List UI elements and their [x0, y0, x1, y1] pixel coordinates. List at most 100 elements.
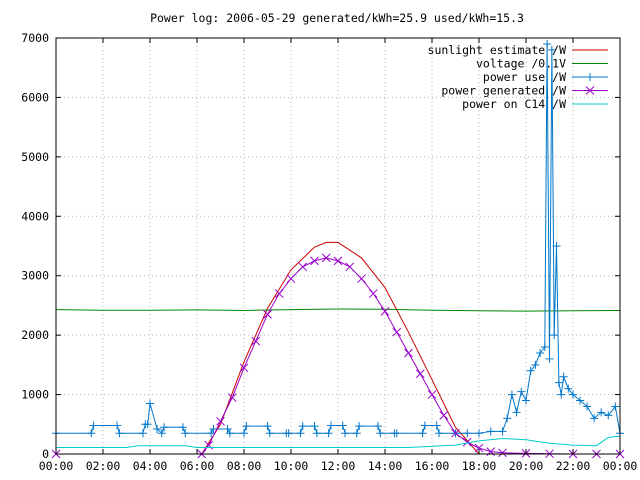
series-4 [56, 435, 621, 448]
data-point [265, 429, 274, 438]
data-point [564, 384, 573, 393]
data-point [604, 411, 613, 420]
data-point [251, 336, 261, 346]
series-line [201, 241, 480, 455]
data-point [512, 408, 521, 417]
data-point [543, 39, 552, 48]
plot-frame [55, 37, 621, 455]
data-point [557, 390, 566, 399]
data-point [415, 369, 425, 379]
x-tick-label: 14:00 [368, 459, 403, 473]
data-point [115, 429, 124, 438]
data-point [418, 429, 427, 438]
data-point [321, 253, 331, 263]
data-point [545, 354, 554, 363]
data-point [345, 262, 355, 272]
data-point [157, 429, 166, 438]
data-point [522, 396, 530, 405]
data-point [181, 429, 190, 438]
y-tick-label: 7000 [21, 31, 49, 45]
data-point [432, 421, 441, 430]
data-point [552, 242, 561, 250]
data-point [216, 416, 225, 426]
y-tick-label: 0 [42, 447, 49, 461]
data-point [368, 289, 378, 298]
data-point [486, 427, 495, 436]
legend-label: sunlight estimate /W [428, 43, 567, 57]
data-point [554, 378, 563, 387]
data-point [355, 422, 364, 431]
data-point [341, 429, 350, 438]
data-point [209, 425, 218, 434]
data-point [404, 348, 413, 358]
data-point [223, 425, 232, 434]
legend-marker [586, 73, 594, 81]
data-point [451, 428, 460, 438]
data-point [242, 422, 251, 431]
data-point [550, 331, 559, 340]
data-point [583, 402, 592, 411]
data-point [576, 396, 585, 405]
data-point [435, 429, 444, 438]
series-layer [51, 39, 625, 459]
y-tick-label: 2000 [21, 328, 49, 342]
data-point [463, 429, 472, 438]
legend-marker [585, 86, 595, 95]
legend-label: power on C14 /W [462, 97, 566, 111]
data-point [357, 274, 366, 284]
data-point [498, 427, 507, 436]
data-point [274, 289, 284, 298]
data-point [146, 399, 154, 408]
data-point [310, 256, 319, 266]
data-point [338, 421, 347, 430]
data-point [143, 420, 152, 429]
data-point [113, 421, 122, 430]
axis-ticks: 0 1000 2000 3000 4000 5000 6000 7000 00:00 02:00 0… [21, 31, 637, 473]
data-point [420, 421, 429, 430]
grid [56, 38, 620, 454]
x-tick-label: 10:00 [274, 459, 309, 473]
data-point [153, 425, 162, 434]
data-point [517, 387, 526, 396]
data-point [507, 390, 516, 399]
series-line [55, 308, 621, 312]
data-point [312, 429, 321, 438]
data-point [207, 429, 216, 438]
y-tick-label: 1000 [21, 388, 49, 402]
x-tick-label: 00:00 [603, 459, 638, 473]
x-tick-label: 02:00 [86, 459, 121, 473]
data-point [503, 414, 512, 423]
data-point [286, 274, 296, 284]
data-point [138, 429, 147, 438]
x-tick-label: 08:00 [227, 459, 262, 473]
x-tick-label: 22:00 [556, 459, 591, 473]
data-point [89, 421, 98, 430]
series-line [56, 257, 620, 455]
x-tick-label: 04:00 [133, 459, 168, 473]
data-point [376, 429, 385, 438]
data-point [569, 390, 577, 399]
data-point [559, 372, 568, 381]
data-point [547, 45, 556, 54]
data-point [373, 422, 382, 431]
data-point [352, 429, 361, 438]
data-point [590, 414, 599, 423]
data-point [462, 437, 472, 447]
legend-label: power generated /W [441, 84, 566, 98]
y-tick-label: 4000 [21, 209, 49, 223]
data-point [597, 408, 606, 417]
data-point [611, 402, 620, 411]
x-tick-label: 12:00 [321, 459, 356, 473]
data-point [392, 327, 402, 337]
data-point [284, 429, 293, 438]
data-point [540, 343, 549, 352]
chart-title: Power log: 2006-05-29 generated/kWh=25.9… [150, 11, 524, 25]
data-point [239, 363, 249, 373]
y-tick-label: 5000 [21, 150, 49, 164]
data-point [263, 309, 272, 319]
data-point [427, 390, 437, 399]
data-point [178, 423, 187, 432]
data-point [536, 348, 545, 357]
data-point [240, 429, 248, 438]
